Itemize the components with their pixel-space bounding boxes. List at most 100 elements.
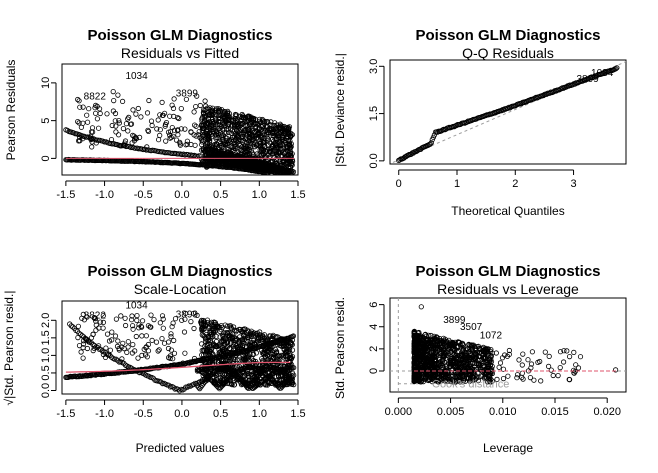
data-point [171, 337, 177, 344]
data-point [143, 333, 149, 339]
y-tick-label: 3.0 [368, 59, 380, 74]
data-point [112, 333, 119, 339]
data-point [124, 349, 130, 355]
data-point [154, 126, 160, 132]
data-point [514, 372, 521, 378]
data-point [115, 92, 121, 98]
data-point [77, 104, 83, 110]
panel1-plot-frame [61, 63, 299, 176]
point-id-label: 1072 [480, 331, 503, 342]
x-tick-label: 0 [396, 178, 402, 190]
data-point [577, 354, 584, 360]
data-point [132, 135, 139, 141]
x-tick-label: -0.5 [134, 189, 153, 201]
data-point [159, 335, 165, 342]
data-point [167, 129, 174, 135]
data-point [151, 316, 157, 323]
data-point [86, 106, 92, 112]
data-point [75, 96, 81, 103]
data-point [497, 360, 504, 366]
data-point [178, 106, 184, 112]
data-point [76, 342, 83, 349]
data-point [199, 341, 205, 347]
data-point [113, 316, 120, 322]
panel1-xlabel: Predicted values [136, 204, 225, 218]
data-point [76, 98, 82, 104]
data-point [176, 115, 182, 122]
data-point [133, 136, 139, 142]
panel4-subtitle: Residuals vs Leverage [437, 281, 579, 297]
data-point [104, 331, 111, 337]
data-point [133, 333, 139, 340]
data-point [104, 111, 110, 117]
y-tick-label: 4 [368, 324, 380, 330]
x-tick-label: 0.015 [541, 406, 569, 418]
data-point [85, 119, 91, 125]
data-point [109, 122, 115, 129]
data-point [178, 126, 184, 132]
data-point [566, 353, 573, 360]
data-point [110, 108, 117, 114]
data-point [90, 129, 96, 135]
data-point [140, 318, 146, 324]
x-tick-label: 0.0 [174, 189, 189, 201]
point-id-label: 3899 [176, 88, 199, 99]
panel4-ylabel: Std. Pearson resid. [333, 297, 347, 399]
data-point [519, 370, 525, 376]
data-point [125, 339, 131, 345]
data-point [135, 355, 141, 361]
x-tick-label: 3 [570, 178, 576, 190]
data-point [542, 349, 548, 355]
x-tick-label: 0.0 [174, 408, 189, 420]
data-point [193, 104, 199, 110]
data-point [80, 136, 86, 142]
data-point [80, 355, 86, 361]
cooks-distance-label: Cook's distance [432, 379, 509, 391]
data-point [94, 116, 101, 122]
data-point [122, 140, 128, 146]
panel2-title: Poisson GLM Diagnostics [415, 27, 600, 44]
data-point [168, 333, 174, 340]
data-point [571, 349, 577, 355]
data-point [112, 118, 118, 124]
x-tick-label: 1.5 [290, 189, 305, 201]
data-point [80, 120, 86, 126]
data-point [202, 98, 208, 104]
data-point [182, 350, 188, 356]
data-point [170, 105, 177, 112]
data-point [129, 140, 135, 146]
x-tick-label: -1.0 [95, 408, 114, 420]
data-point [122, 315, 128, 321]
data-point [130, 341, 136, 348]
data-point [145, 128, 152, 134]
panel1-ylabel: Pearson Residuals [4, 60, 18, 161]
y-tick-label: 5 [40, 118, 52, 124]
data-point [133, 111, 139, 117]
panel2-xlabel: Theoretical Quantiles [451, 204, 564, 218]
data-point [84, 112, 90, 118]
data-point [156, 347, 162, 353]
data-point [160, 112, 166, 118]
x-tick-label: -0.5 [134, 408, 153, 420]
data-point [149, 337, 155, 343]
x-tick-label: 0.5 [213, 189, 228, 201]
data-point [75, 334, 81, 341]
point-id-label: 8822 [84, 91, 107, 102]
data-point [169, 102, 175, 108]
data-point [116, 132, 122, 138]
data-point [290, 169, 297, 175]
data-point [77, 134, 83, 140]
data-point [144, 144, 150, 150]
data-point [111, 98, 117, 104]
data-point [183, 96, 189, 102]
data-point [120, 126, 127, 132]
y-tick-label: 0 [368, 368, 380, 374]
data-point [100, 325, 106, 331]
data-point [148, 118, 155, 124]
y-tick-label: 1.5 [368, 106, 380, 121]
data-point [123, 121, 130, 127]
data-point [188, 129, 194, 135]
data-point [211, 151, 218, 157]
